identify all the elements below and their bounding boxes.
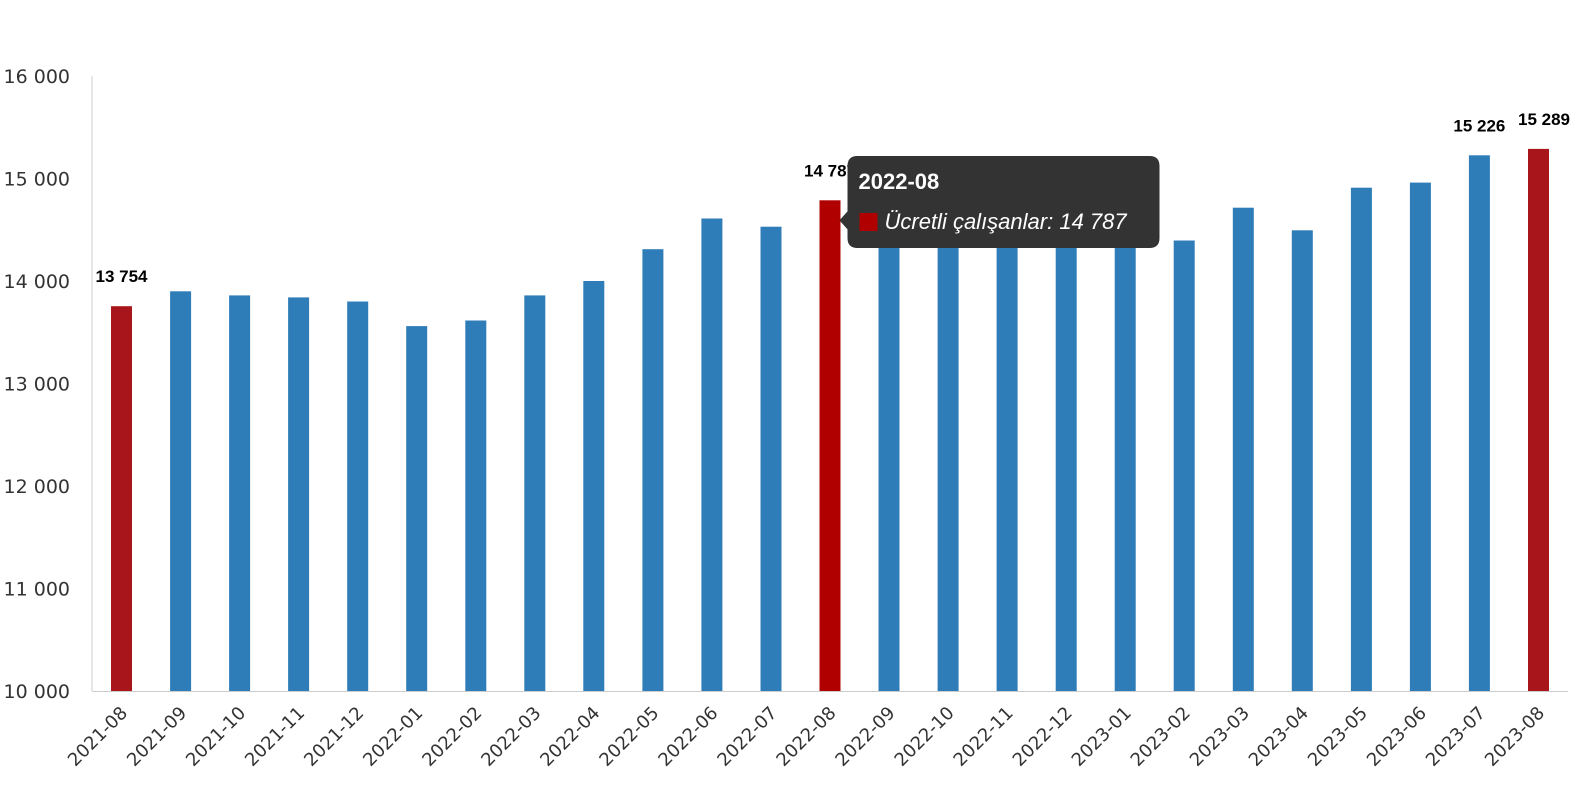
x-tick-label: 2022-01 — [359, 703, 427, 771]
x-tick-label: 2021-09 — [123, 703, 191, 771]
x-tick-label: 2022-10 — [891, 703, 959, 771]
bar-2021-11[interactable] — [288, 297, 310, 691]
bar-2022-02[interactable] — [465, 320, 487, 692]
x-tick-label: 2023-01 — [1068, 703, 1136, 771]
bar-2021-12[interactable] — [347, 301, 369, 692]
x-tick-label: 2022-05 — [595, 703, 663, 771]
x-tick-label: 2023-07 — [1422, 703, 1490, 771]
data-labels: 13 754 14 787 15 226 15 289 — [96, 110, 1571, 286]
data-label: 13 754 — [96, 267, 149, 286]
x-tick-label: 2023-02 — [1127, 703, 1195, 771]
bar-2022-11[interactable] — [996, 195, 1018, 691]
x-tick-label: 2023-05 — [1304, 703, 1372, 771]
y-tick-label: 11 000 — [4, 579, 70, 601]
bar-2023-05[interactable] — [1350, 187, 1372, 691]
y-tick-label: 13 000 — [4, 374, 70, 396]
x-tick-label: 2021-11 — [241, 703, 309, 771]
tooltip-text: Ücretli çalışanlar: 14 787 — [885, 209, 1128, 234]
data-label: 15 226 — [1453, 116, 1505, 135]
bar-2022-09[interactable] — [878, 188, 900, 692]
x-tick-label: 2023-04 — [1245, 703, 1313, 771]
bar-2023-07[interactable] — [1468, 155, 1490, 692]
x-tick-label: 2023-08 — [1481, 703, 1549, 771]
bar-2023-04[interactable] — [1291, 230, 1313, 692]
data-label: 15 289 — [1518, 110, 1570, 129]
bar-2023-03[interactable] — [1232, 207, 1254, 691]
bar-2022-10[interactable] — [937, 189, 959, 692]
x-tick-label: 2022-02 — [418, 703, 486, 771]
bar-2022-05[interactable] — [642, 249, 664, 691]
bar-2021-08[interactable] — [111, 306, 132, 691]
bar-2021-10[interactable] — [229, 295, 251, 691]
x-tick-label: 2022-11 — [950, 703, 1018, 771]
bar-2022-08[interactable] — [819, 200, 841, 692]
x-tick-label: 2021-08 — [64, 703, 132, 771]
bar-2023-02[interactable] — [1173, 240, 1195, 692]
x-tick-label: 2022-12 — [1009, 703, 1077, 771]
x-tick-label: 2022-04 — [536, 703, 604, 771]
y-tick-label: 14 000 — [4, 271, 70, 293]
bar-2022-03[interactable] — [524, 295, 546, 691]
x-axis: 2021-082021-092021-102021-112021-122022-… — [64, 691, 1568, 771]
bar-2022-12[interactable] — [1055, 199, 1077, 691]
tooltip-box — [839, 156, 1160, 248]
x-tick-label: 2023-03 — [1186, 703, 1254, 771]
x-tick-label: 2021-10 — [182, 703, 250, 771]
bar-2023-08[interactable] — [1528, 148, 1549, 691]
bar-2022-04[interactable] — [583, 281, 605, 691]
bar-2023-06[interactable] — [1409, 182, 1431, 691]
bar-2022-07[interactable] — [760, 226, 782, 691]
y-tick-label: 10 000 — [4, 681, 70, 703]
bar-2023-01[interactable] — [1114, 223, 1136, 691]
bars — [111, 148, 1549, 692]
y-tick-label: 16 000 — [4, 66, 70, 88]
data-label: 14 787 — [804, 161, 856, 180]
bar-2021-09[interactable] — [170, 291, 192, 692]
y-tick-label: 12 000 — [4, 476, 70, 498]
x-tick-label: 2023-06 — [1363, 703, 1431, 771]
tooltip-title: 2022-08 — [859, 169, 940, 194]
x-tick-label: 2022-07 — [713, 703, 781, 771]
bar-2022-01[interactable] — [406, 326, 428, 691]
y-tick-label: 15 000 — [4, 169, 70, 191]
y-axis: 10 000 11 000 12 000 13 000 14 000 15 000 16 0… — [4, 66, 93, 703]
tooltip-series-swatch — [859, 213, 878, 231]
x-tick-label: 2022-09 — [831, 703, 899, 771]
x-tick-label: 2022-08 — [772, 703, 840, 771]
bar-2022-06[interactable] — [701, 218, 723, 692]
x-tick-label: 2021-12 — [300, 703, 368, 771]
x-tick-label: 2022-03 — [477, 703, 545, 771]
x-tick-label: 2022-06 — [654, 703, 722, 771]
tooltip: 2022-08 Ücretli çalışanlar: 14 787 — [839, 156, 1160, 248]
